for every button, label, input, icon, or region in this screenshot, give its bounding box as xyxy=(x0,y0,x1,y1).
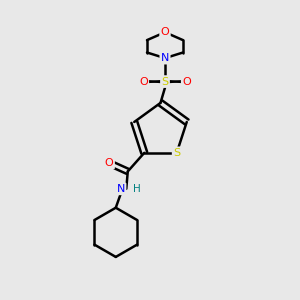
Text: H: H xyxy=(133,184,141,194)
Text: O: O xyxy=(182,76,191,87)
Text: O: O xyxy=(139,76,148,87)
Text: O: O xyxy=(160,27,169,37)
Text: O: O xyxy=(105,158,114,168)
Text: S: S xyxy=(173,148,180,158)
Text: S: S xyxy=(161,76,169,87)
Text: N: N xyxy=(117,184,125,194)
Text: N: N xyxy=(161,53,169,63)
